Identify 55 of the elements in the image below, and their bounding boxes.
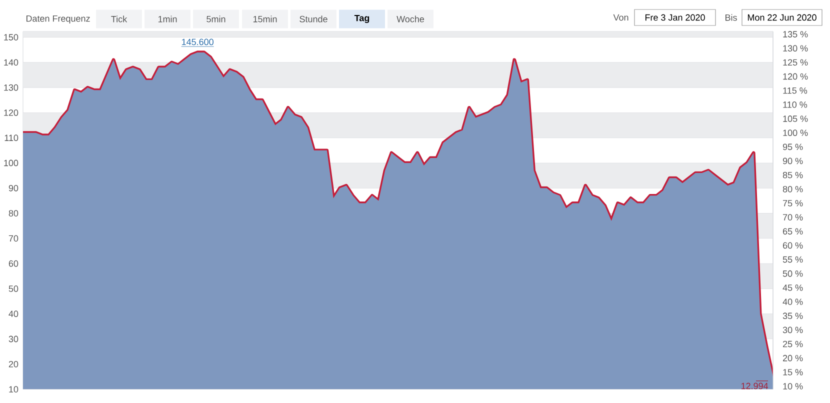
y-tick-label: 140 <box>4 59 18 66</box>
y-tick-label: 90 <box>8 184 18 192</box>
y2-tick-label: 45 % <box>782 284 803 291</box>
y2-tick-label: 10 % <box>783 383 803 390</box>
y2-tick-label: 75 % <box>782 200 803 206</box>
y2-tick-label: 80 % <box>782 186 803 192</box>
text: Tag <box>354 14 370 24</box>
y2-tick-label: 30 % <box>782 326 803 334</box>
y2-tick-label: 40 % <box>782 298 803 305</box>
y2-tick-label: 125 % <box>783 59 808 66</box>
y-tick-label: 60 <box>8 260 18 267</box>
y2-tick-label: 135 % <box>783 31 808 38</box>
y2-tick-label: 55 % <box>782 256 803 263</box>
y-tick-label: 70 <box>8 235 18 242</box>
y2-tick-label: 105 % <box>783 116 808 122</box>
annotation: 145.600 <box>182 38 214 46</box>
text: Fre 3 Jan 2020 <box>645 14 705 21</box>
text: Bis <box>725 14 737 21</box>
y2-tick-label: 130 % <box>783 45 808 52</box>
y-tick-label: 130 <box>4 84 18 91</box>
y-tick-label: 110 <box>4 134 18 142</box>
text: 1min <box>158 16 177 22</box>
y2-tick-label: 50 % <box>782 270 803 277</box>
y-tick-label: 40 <box>8 310 18 318</box>
y2-tick-label: 15 % <box>783 369 803 376</box>
y2-tick-label: 100 % <box>783 130 808 136</box>
y-tick-label: 20 <box>8 360 18 368</box>
y-tick-label: 50 <box>8 286 18 292</box>
text: Tick <box>111 16 128 22</box>
text: Mon 22 Jun 2020 <box>748 14 816 21</box>
y2-tick-label: 110 % <box>783 101 808 108</box>
text: Von <box>613 14 628 21</box>
y2-tick-label: 90 % <box>782 158 803 164</box>
text: Woche <box>396 16 424 22</box>
y2-tick-label: 20 % <box>782 354 803 362</box>
y-tick-label: 150 <box>4 34 18 40</box>
text: 15min <box>253 16 277 22</box>
y-tick-label: 100 <box>4 160 18 166</box>
text: Daten Frequenz <box>26 15 90 24</box>
text: 5min <box>206 16 226 22</box>
y-tick-label: 80 <box>8 210 18 216</box>
y2-tick-label: 25 % <box>782 340 803 348</box>
y2-tick-label: 120 % <box>783 73 808 80</box>
y2-tick-label: 35 % <box>782 312 803 320</box>
text: Stunde <box>300 16 328 22</box>
y-tick-label: 120 <box>4 110 18 116</box>
y2-tick-label: 60 % <box>782 242 803 249</box>
y2-tick-label: 70 % <box>782 214 803 220</box>
y2-tick-label: 65 % <box>782 228 803 235</box>
y-tick-label: 10 <box>9 386 18 392</box>
y2-tick-label: 85 % <box>782 172 803 178</box>
y2-tick-label: 115 % <box>783 87 808 94</box>
y2-tick-label: 95 % <box>782 144 803 150</box>
annotation: 12.994 <box>741 382 768 390</box>
y-tick-label: 30 <box>8 336 18 342</box>
